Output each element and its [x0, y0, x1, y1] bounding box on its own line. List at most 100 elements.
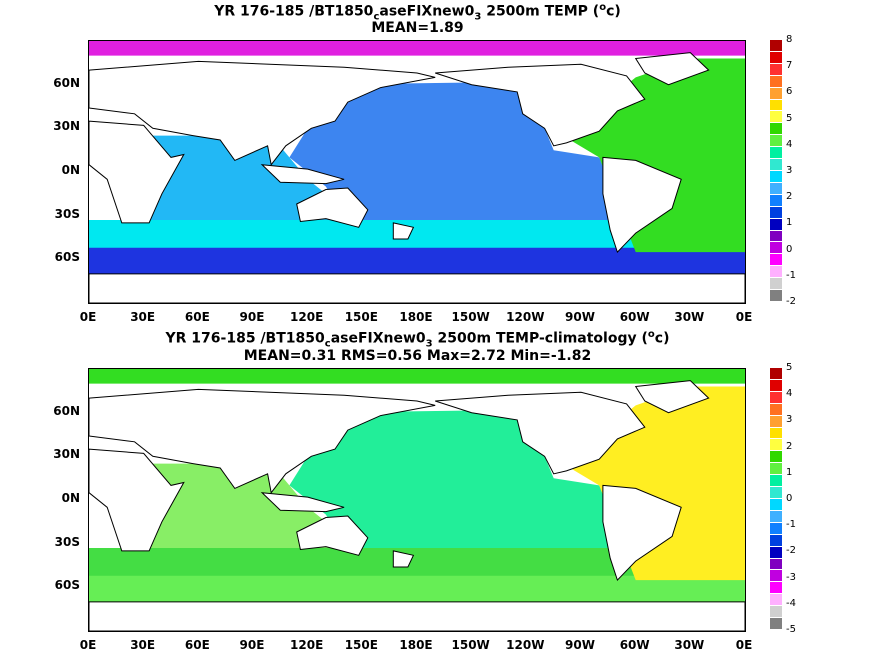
- panel1-title: YR 176-185 /BT1850caseFIXnew03 2500m TEM…: [214, 2, 621, 23]
- colorbar-swatch: [770, 135, 782, 148]
- colorbar-swatch: [770, 266, 782, 279]
- australia-land: [296, 187, 369, 228]
- colorbar-swatch: [770, 487, 782, 499]
- colorbar-swatch: [770, 51, 782, 64]
- colorbar-swatch: [770, 403, 782, 416]
- map-1: [89, 41, 745, 303]
- colorbar-label: -2: [786, 545, 796, 557]
- nz-land: [392, 222, 415, 240]
- colorbar-swatch: [770, 570, 782, 583]
- colorbar-label: 1: [786, 217, 793, 229]
- antarctica-land: [89, 273, 745, 303]
- colorbar-label: -4: [786, 597, 796, 609]
- lat-label: 60N: [53, 75, 80, 90]
- lon-label: 0E: [735, 310, 753, 324]
- colorbar-label: 0: [786, 493, 793, 504]
- colorbar-label: 3: [786, 414, 793, 426]
- panel2-title: YR 176-185 /BT1850caseFIXnew03 2500m TEM…: [165, 329, 670, 350]
- europe-asia-land: [89, 60, 436, 166]
- lat-label: 30S: [54, 206, 80, 221]
- colorbar-label: 1: [786, 466, 793, 478]
- lon-label: 150W: [451, 310, 490, 324]
- colorbar-label: 2: [786, 440, 793, 452]
- colorbar-swatch: [770, 206, 782, 219]
- colorbar-swatch: [770, 147, 782, 160]
- colorbar-swatch: [770, 498, 782, 511]
- colorbar-swatch: [770, 415, 782, 428]
- indonesia-land: [260, 492, 345, 513]
- south-america-land: [602, 156, 682, 254]
- colorbar-swatch: [770, 439, 782, 452]
- lon-label: 150W: [451, 638, 490, 652]
- colorbar-swatch: [770, 87, 782, 100]
- north-america-land: [435, 391, 646, 475]
- colorbar-swatch: [770, 594, 782, 607]
- colorbar-swatch: [770, 534, 782, 547]
- colorbar-swatch: [770, 254, 782, 267]
- colorbar-swatch: [770, 463, 782, 476]
- colorbar-label: -1: [786, 519, 796, 531]
- lon-label: 180E: [399, 310, 433, 324]
- lon-label: 0E: [79, 638, 97, 652]
- colorbar-swatch: [770, 582, 782, 595]
- map-panel-1: [88, 40, 746, 304]
- colorbar-swatch: [770, 123, 782, 136]
- colorbar-swatch: [770, 230, 782, 243]
- lat-label: 0N: [61, 163, 80, 177]
- colorbar-label: 4: [786, 388, 793, 400]
- panel2-stats: MEAN=0.31 RMS=0.56 Max=2.72 Min=-1.82: [243, 348, 592, 364]
- lon-label: 120E: [290, 310, 324, 324]
- colorbar-swatch: [770, 278, 782, 291]
- colorbar-swatch: [770, 379, 782, 392]
- ocean-pacific-fill: [289, 409, 618, 576]
- colorbar-swatch: [770, 75, 782, 88]
- colorbar-swatch: [770, 182, 782, 195]
- colorbar-swatch: [770, 290, 782, 302]
- lon-label: 60E: [184, 638, 210, 652]
- colorbar-swatch: [770, 194, 782, 207]
- lon-label: 90W: [565, 638, 595, 652]
- colorbar-label: 7: [786, 60, 793, 72]
- colorbar-swatch: [770, 546, 782, 559]
- colorbar-label: 8: [786, 34, 793, 45]
- lon-label: 120W: [506, 310, 545, 324]
- colorbar-label: -2: [786, 296, 796, 307]
- colorbar-swatch: [770, 40, 782, 52]
- colorbar-label: 3: [786, 165, 793, 176]
- lon-label: 90W: [565, 310, 595, 324]
- colorbar-label: 5: [786, 362, 793, 373]
- colorbar-swatch: [770, 510, 782, 523]
- colorbar-label: 6: [786, 86, 793, 98]
- colorbar-swatch: [770, 99, 782, 112]
- lon-label: 0E: [79, 310, 97, 324]
- panel1-stats: MEAN=1.89: [371, 20, 464, 36]
- lat-label: 30N: [53, 119, 80, 134]
- lat-label: 60S: [54, 578, 80, 593]
- colorbar-label: 5: [786, 112, 793, 124]
- australia-land: [296, 515, 369, 556]
- colorbar-swatch: [770, 242, 782, 255]
- lon-label: 30W: [674, 638, 705, 652]
- lon-label: 120W: [506, 638, 545, 652]
- south-america-land: [602, 484, 682, 582]
- colorbar-swatch: [770, 618, 782, 630]
- lat-label: 60N: [53, 403, 80, 418]
- north-america-land: [435, 63, 646, 147]
- antarctica-land: [89, 601, 745, 631]
- colorbar-label: -1: [786, 269, 796, 281]
- lon-label: 150E: [344, 310, 378, 324]
- africa-land: [89, 448, 185, 552]
- lon-label: 60W: [619, 638, 650, 652]
- lon-label: 90E: [239, 310, 265, 324]
- lon-label: 30E: [130, 310, 156, 324]
- colorbar-swatch: [770, 475, 782, 488]
- colorbar-label: -3: [786, 571, 796, 583]
- lat-label: 30S: [54, 534, 80, 549]
- colorbar-2: [770, 368, 782, 630]
- ocean-arctic-fill: [89, 41, 745, 56]
- ocean-southern-fill: [89, 220, 745, 251]
- lon-label: 0E: [735, 638, 753, 652]
- ocean-pacific-fill: [289, 81, 618, 248]
- colorbar-label: 0: [786, 243, 793, 255]
- colorbar-swatch: [770, 522, 782, 535]
